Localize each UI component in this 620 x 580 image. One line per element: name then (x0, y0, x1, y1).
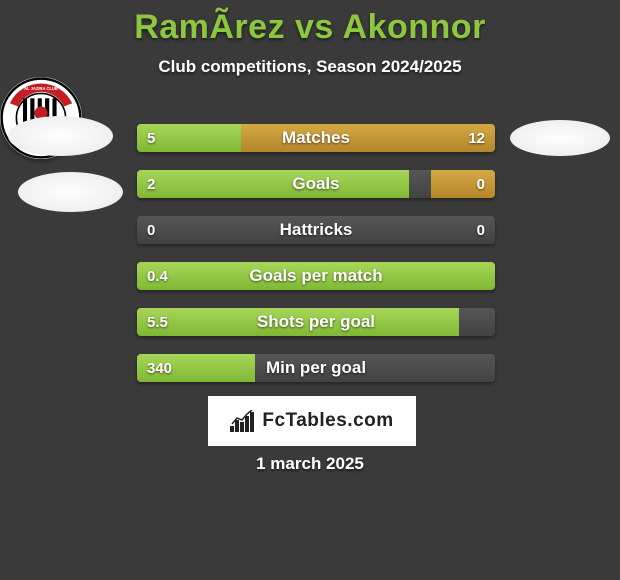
right-placeholder-1 (510, 120, 610, 156)
date-text: 1 march 2025 (0, 454, 620, 474)
bar-label: Min per goal (137, 354, 495, 382)
bar-row: 00Hattricks (137, 216, 495, 244)
svg-text:AL JAZIRA CLUB: AL JAZIRA CLUB (24, 86, 58, 91)
bar-label: Shots per goal (137, 308, 495, 336)
bar-label: Goals (137, 170, 495, 198)
page-title: RamÃ­rez vs Akonnor (0, 0, 620, 47)
bar-row: 0.4Goals per match (137, 262, 495, 290)
bar-label: Goals per match (137, 262, 495, 290)
branding-text: FcTables.com (262, 410, 393, 432)
bar-row: 512Matches (137, 124, 495, 152)
left-placeholder-2 (18, 172, 123, 212)
bar-label: Matches (137, 124, 495, 152)
branding-box: FcTables.com (208, 396, 416, 446)
bar-row: 20Goals (137, 170, 495, 198)
left-placeholder-1 (8, 116, 113, 156)
bar-row: 340Min per goal (137, 354, 495, 382)
page-subtitle: Club competitions, Season 2024/2025 (0, 57, 620, 77)
comparison-bars: 512Matches 20Goals 00Hattricks 0.4Goals per… (137, 124, 495, 400)
bar-label: Hattricks (137, 216, 495, 244)
bar-row: 5.5Shots per goal (137, 308, 495, 336)
